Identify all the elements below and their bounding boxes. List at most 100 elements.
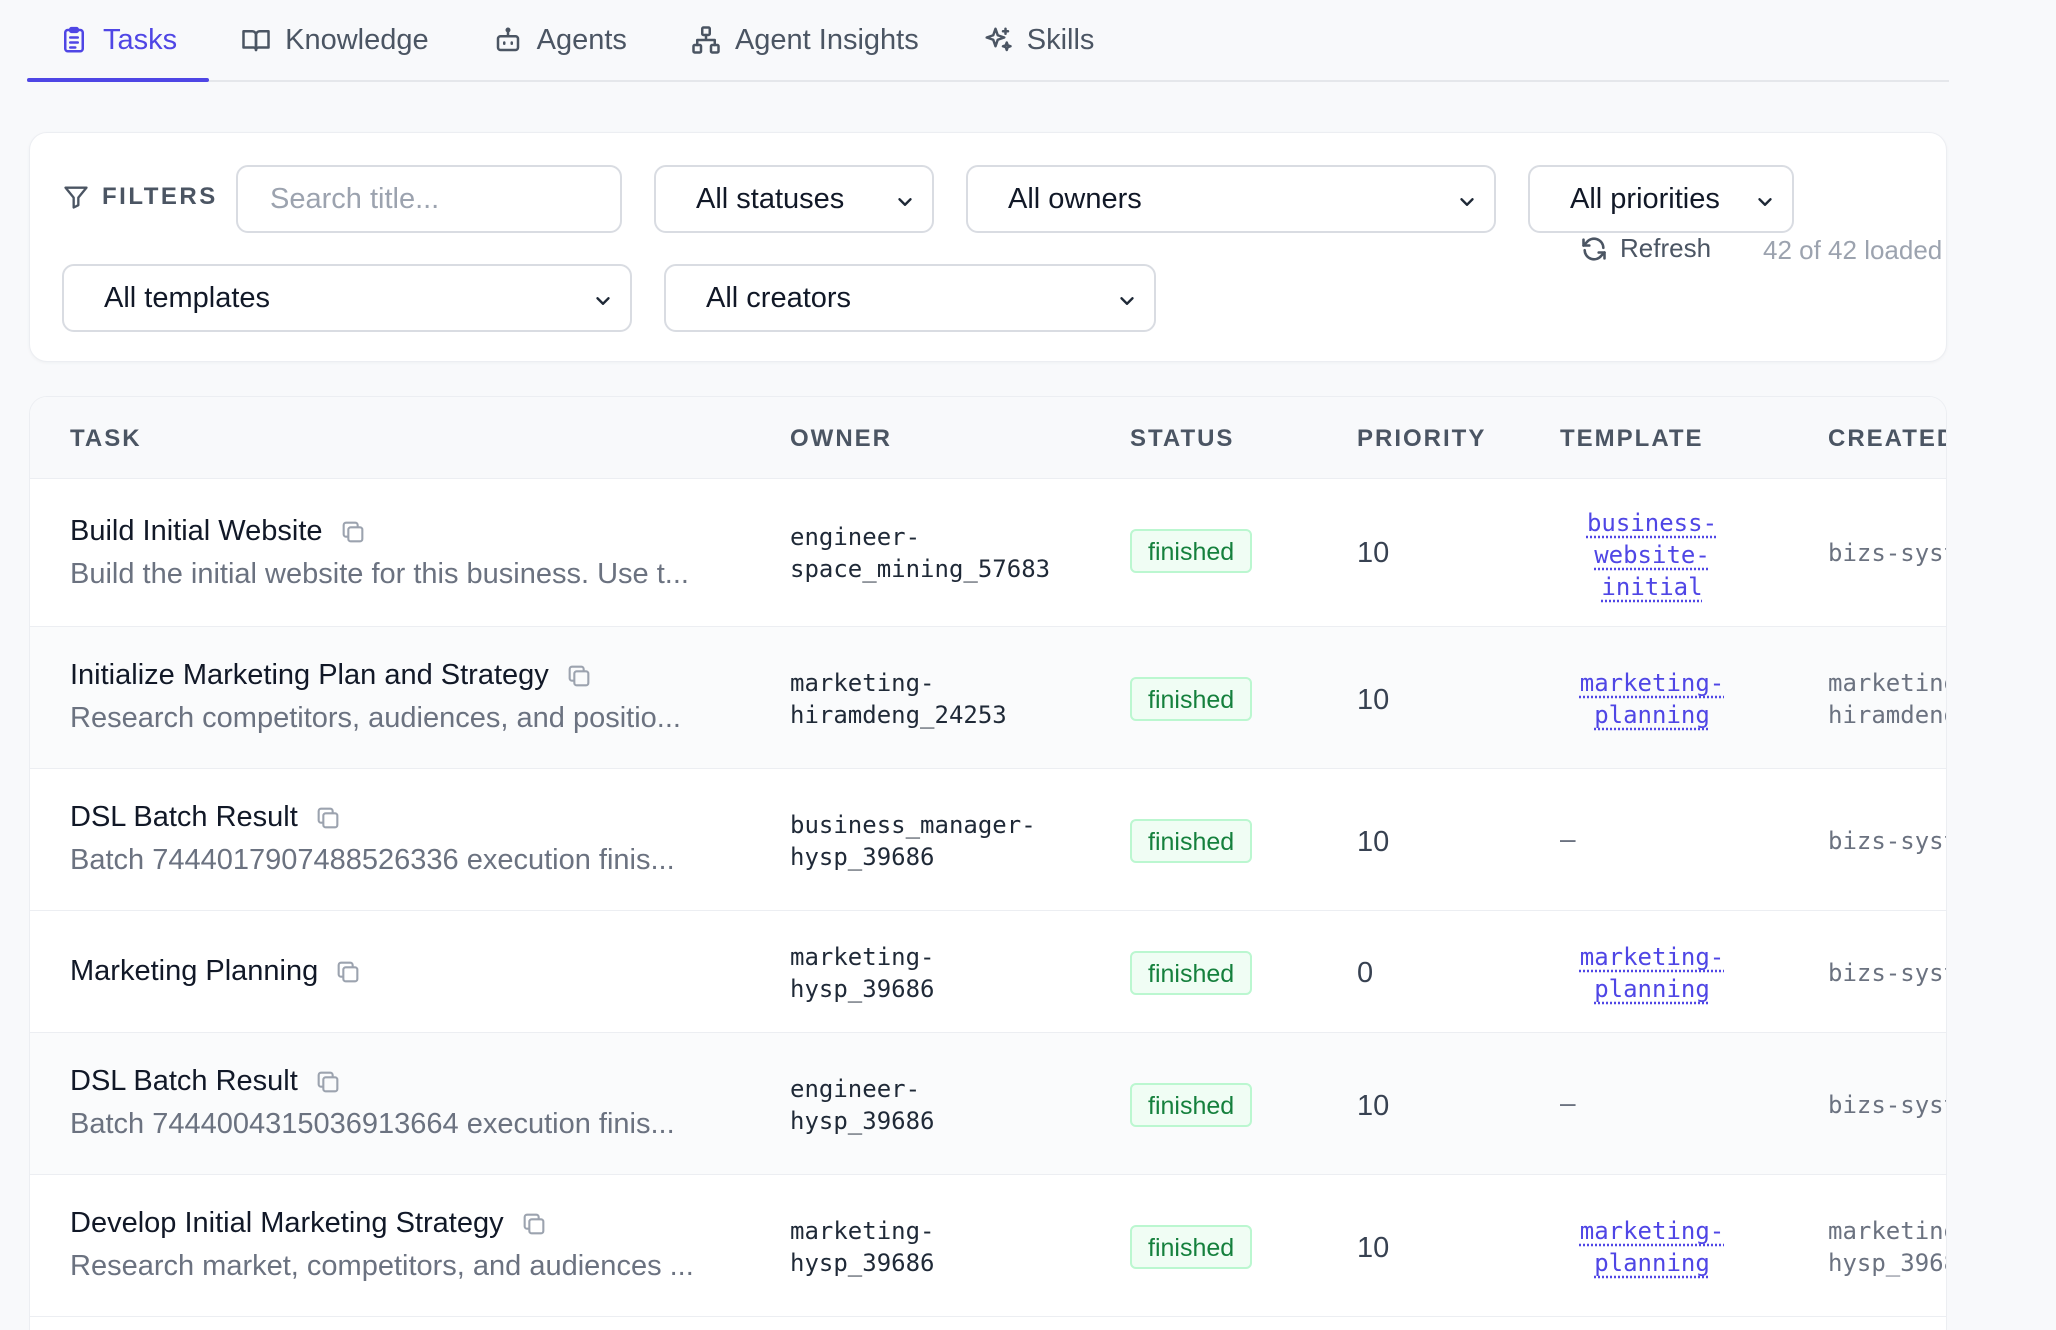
search-field — [236, 165, 622, 233]
table-header: TASK OWNER STATUS PRIORITY TEMPLATE CREA… — [30, 397, 1946, 479]
column-header-template[interactable]: TEMPLATE — [1560, 425, 1704, 452]
template-link-part: marketing- — [1579, 943, 1725, 971]
tab-tasks[interactable]: Tasks — [27, 0, 210, 82]
tab-label: Skills — [1026, 23, 1095, 56]
book-icon — [242, 30, 270, 52]
status-select[interactable]: All statuses — [654, 165, 934, 233]
template-link-part: marketing- — [1579, 669, 1725, 697]
task-title[interactable]: Build Initial Website — [70, 515, 689, 548]
table-row[interactable]: Marketing Planning marketing- hysp_39686… — [30, 911, 1946, 1033]
template-link-part: planning — [1594, 1249, 1710, 1277]
chevron-down-icon — [592, 287, 614, 309]
filters-label: FILTERS — [102, 183, 218, 210]
template-link[interactable]: business- website- initial — [1562, 507, 1742, 603]
owner-select-value: All owners — [1008, 182, 1142, 215]
copy-icon[interactable] — [314, 804, 342, 832]
priority-select-value: All priorities — [1570, 182, 1720, 215]
task-description: Research competitors, audiences, and pos… — [70, 702, 681, 734]
task-title[interactable]: Initialize Marketing Plan and Strategy — [70, 659, 681, 692]
owner-cell: engineer- space_mining_57683 — [790, 523, 1051, 583]
table-row[interactable]: DSL Batch Result Batch 74440043150369136… — [30, 1033, 1946, 1175]
task-description: Batch 7444017907488526336 execution fini… — [70, 844, 675, 876]
tab-label: Tasks — [103, 23, 178, 56]
task-description: Build the initial website for this busin… — [70, 558, 689, 590]
task-title-text: DSL Batch Result — [70, 1065, 298, 1097]
copy-icon[interactable] — [334, 958, 362, 986]
copy-icon[interactable] — [565, 662, 593, 690]
column-header-status[interactable]: STATUS — [1130, 425, 1235, 452]
table-row[interactable]: Initialize Marketing Plan and Strategy R… — [30, 627, 1946, 769]
template-link[interactable]: marketing- planning — [1562, 941, 1742, 1005]
priority-cell: 10 — [1357, 1090, 1390, 1122]
task-title-text: DSL Batch Result — [70, 801, 298, 833]
tab-agent-insights[interactable]: Agent Insights — [659, 0, 951, 80]
template-link-part: initial — [1601, 573, 1703, 601]
template-link-part: planning — [1594, 701, 1710, 729]
column-header-owner[interactable]: OWNER — [790, 425, 892, 452]
filters-heading: FILTERS — [62, 183, 218, 211]
network-icon — [692, 26, 720, 54]
priority-cell: 0 — [1357, 957, 1374, 989]
task-cell: DSL Batch Result Batch 74440043150369136… — [70, 1065, 675, 1141]
tab-knowledge[interactable]: Knowledge — [209, 0, 461, 80]
bot-icon — [496, 27, 519, 52]
refresh-label: Refresh — [1620, 233, 1712, 263]
created-cell: bizs-system — [1828, 1091, 1946, 1119]
status-cell: finished — [1130, 1225, 1253, 1269]
chevron-down-icon — [894, 188, 916, 210]
task-title[interactable]: Marketing Planning — [70, 955, 362, 988]
sparkles-icon — [985, 27, 1012, 52]
template-link[interactable]: marketing- planning — [1562, 667, 1742, 731]
priority-cell: 10 — [1357, 684, 1390, 716]
task-description: Research market, competitors, and audien… — [70, 1250, 694, 1282]
template-link-part: planning — [1594, 975, 1710, 1003]
task-title[interactable]: DSL Batch Result — [70, 1065, 675, 1098]
priority-select[interactable]: All priorities — [1528, 165, 1794, 233]
task-cell: DSL Batch Result Batch 74440179074885263… — [70, 801, 675, 877]
tab-agents[interactable]: Agents — [461, 0, 659, 80]
tasks-table: TASK OWNER STATUS PRIORITY TEMPLATE CREA… — [29, 396, 1947, 1330]
task-cell: Develop Initial Marketing Strategy Resea… — [70, 1207, 694, 1283]
status-badge: finished — [1130, 677, 1253, 721]
template-select[interactable]: All templates — [62, 264, 632, 332]
priority-cell: 10 — [1357, 537, 1390, 569]
column-header-priority[interactable]: PRIORITY — [1357, 425, 1487, 452]
status-cell: finished — [1130, 529, 1253, 573]
status-cell: finished — [1130, 951, 1253, 995]
table-row[interactable]: Develop Initial Marketing Strategy Resea… — [30, 1175, 1946, 1317]
filter-icon — [64, 186, 88, 209]
status-cell: finished — [1130, 819, 1253, 863]
chevron-down-icon — [1116, 287, 1138, 309]
owner-select[interactable]: All owners — [966, 165, 1496, 233]
filters-panel: FILTERS All statuses All owners All prio… — [29, 132, 1947, 362]
task-title[interactable]: DSL Batch Result — [70, 801, 675, 834]
created-cell: bizs-system — [1828, 827, 1946, 855]
task-title[interactable]: Develop Initial Marketing Strategy — [70, 1207, 694, 1240]
tab-skills[interactable]: Skills — [951, 0, 1127, 80]
task-cell: Build Initial Website Build the initial … — [70, 515, 689, 591]
table-row[interactable]: Build Initial Website Build the initial … — [30, 479, 1946, 627]
task-cell: Marketing Planning — [70, 955, 362, 988]
template-link[interactable]: marketing- planning — [1562, 1215, 1742, 1279]
copy-icon[interactable] — [314, 1068, 342, 1096]
refresh-button[interactable]: Refresh — [1580, 233, 1711, 264]
column-header-task[interactable]: TASK — [70, 425, 142, 452]
table-row[interactable]: DSL Batch Result Batch 74440179074885263… — [30, 769, 1946, 911]
priority-cell: 10 — [1357, 1232, 1390, 1264]
status-cell: finished — [1130, 677, 1253, 721]
owner-cell: marketing- hysp_39686 — [790, 1217, 935, 1277]
template-link-part: business- — [1586, 509, 1718, 537]
status-badge: finished — [1130, 1225, 1253, 1269]
search-input[interactable] — [270, 182, 580, 216]
copy-icon[interactable] — [339, 518, 367, 546]
task-description: Batch 7444004315036913664 execution fini… — [70, 1108, 675, 1140]
status-badge: finished — [1130, 819, 1253, 863]
creator-select[interactable]: All creators — [664, 264, 1156, 332]
task-title-text: Marketing Planning — [70, 955, 319, 987]
task-title-text: Initialize Marketing Plan and Strategy — [70, 659, 549, 691]
template-link-part: website- — [1594, 541, 1710, 569]
creator-select-value: All creators — [706, 281, 852, 314]
column-header-created[interactable]: CREATED — [1828, 425, 1947, 452]
created-cell: marketing- hiramdeng_24253 — [1828, 669, 1946, 729]
copy-icon[interactable] — [520, 1210, 548, 1238]
